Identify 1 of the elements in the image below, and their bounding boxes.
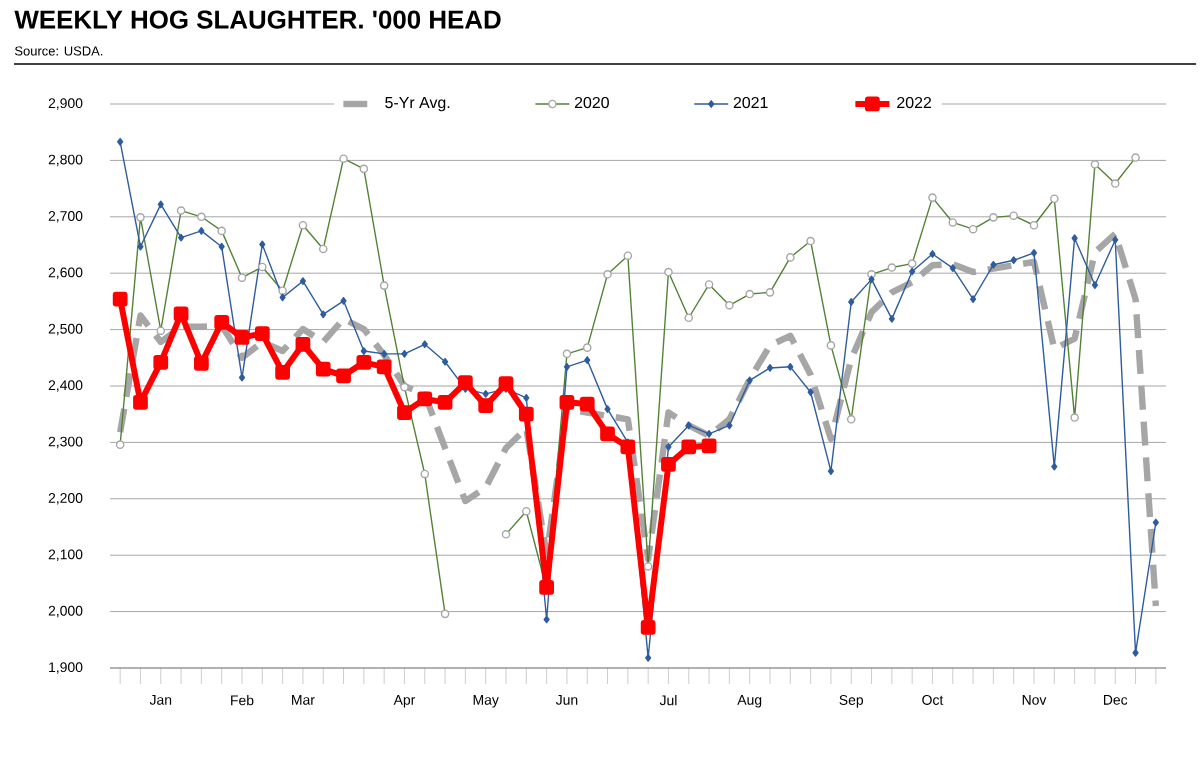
chart-title: WEEKLY HOG SLAUGHTER. '000 HEAD [14,10,501,29]
